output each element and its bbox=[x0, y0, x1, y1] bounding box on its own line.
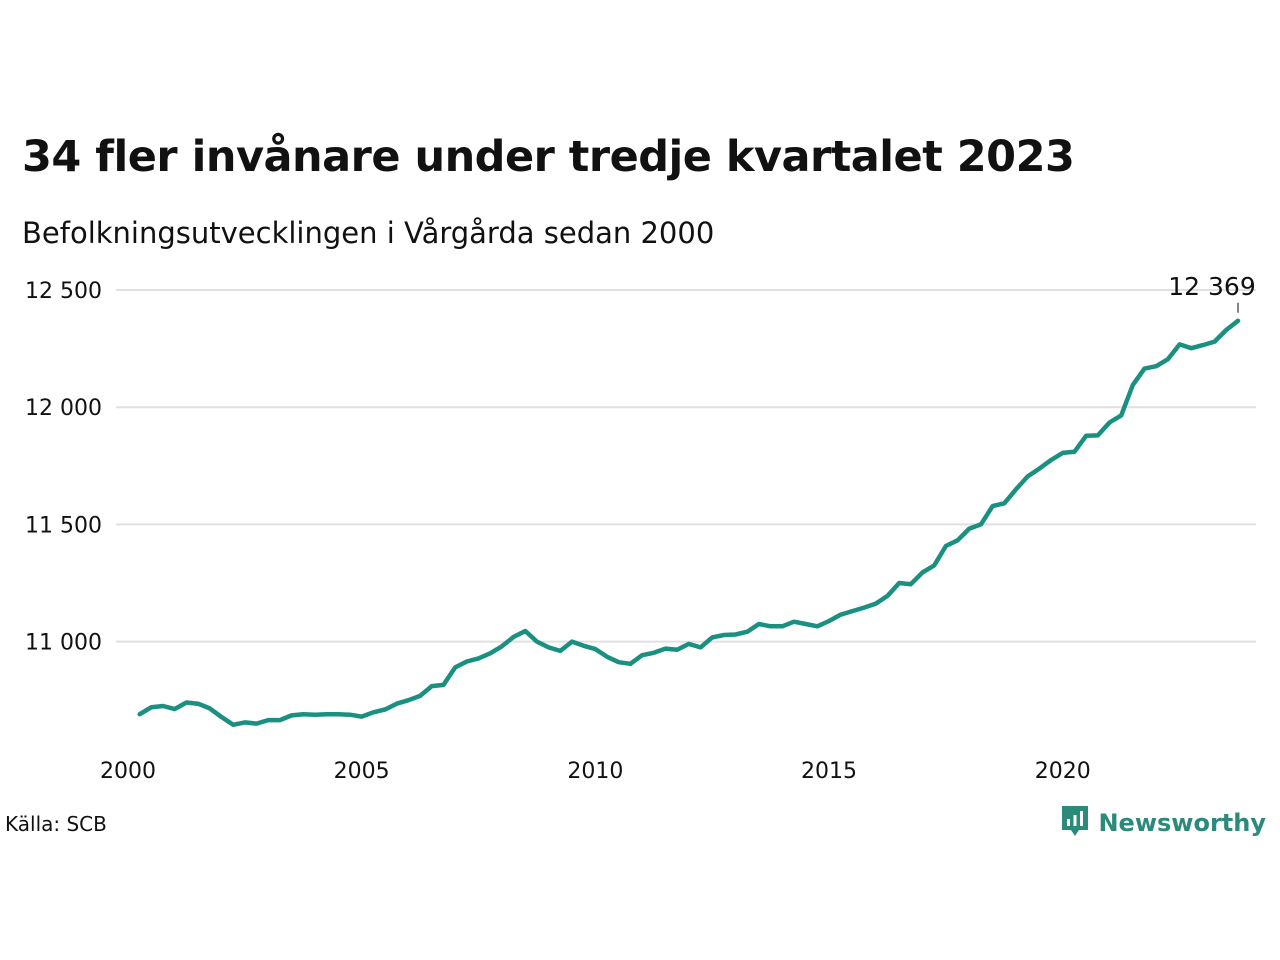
chart-title: 34 fler invånare under tredje kvartalet … bbox=[22, 132, 1075, 182]
y-tick-label: 12 000 bbox=[25, 396, 102, 421]
x-tick-label: 2005 bbox=[334, 759, 390, 784]
y-tick-label: 12 500 bbox=[25, 279, 102, 304]
last-value-label: 12 369 bbox=[1168, 272, 1255, 301]
x-tick-label: 2020 bbox=[1035, 759, 1091, 784]
x-tick-label: 2000 bbox=[100, 759, 156, 784]
newsworthy-logo[interactable]: Newsworthy bbox=[1060, 804, 1266, 842]
source-note: Källa: SCB bbox=[5, 812, 107, 836]
newsworthy-logo-icon bbox=[1060, 804, 1090, 842]
y-axis-ticks: 11 000 11 500 12 000 12 500 bbox=[25, 279, 102, 656]
chart-subtitle: Befolkningsutvecklingen i Vårgårda sedan… bbox=[22, 216, 715, 250]
y-tick-label: 11 000 bbox=[25, 631, 102, 656]
y-tick-label: 11 500 bbox=[25, 513, 102, 538]
x-tick-label: 2015 bbox=[801, 759, 857, 784]
x-tick-label: 2010 bbox=[567, 759, 623, 784]
population-series-line bbox=[137, 318, 1241, 728]
gridlines bbox=[116, 289, 1256, 643]
brand-name: Newsworthy bbox=[1098, 809, 1266, 837]
x-axis-ticks: 2000 2005 2010 2015 2020 bbox=[100, 759, 1091, 784]
